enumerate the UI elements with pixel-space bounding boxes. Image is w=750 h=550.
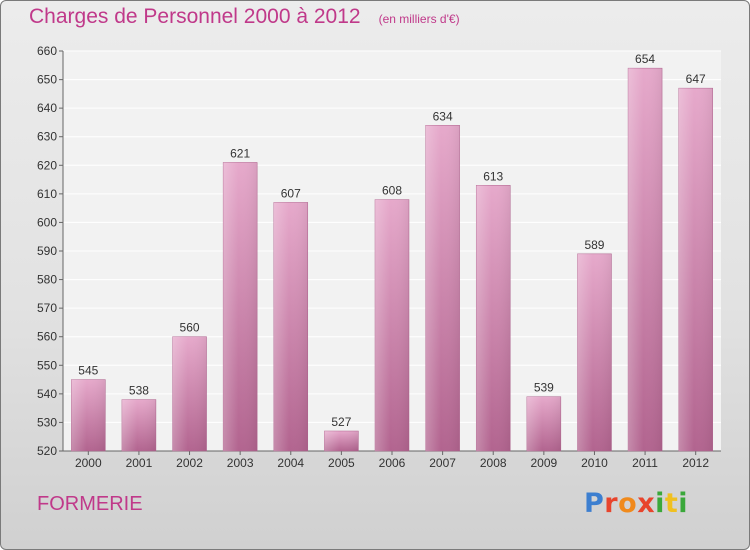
bar-shine bbox=[678, 88, 713, 452]
y-tick-label: 610 bbox=[37, 187, 57, 201]
value-label-2008: 613 bbox=[483, 169, 503, 183]
value-label-2006: 608 bbox=[382, 184, 402, 198]
bar-shine bbox=[273, 202, 308, 451]
x-tick-label-2006: 2006 bbox=[379, 456, 406, 470]
bar-shine bbox=[526, 396, 561, 451]
x-tick-label-2005: 2005 bbox=[328, 456, 355, 470]
logo-letter: x bbox=[637, 488, 656, 519]
bar-shine bbox=[324, 431, 359, 451]
y-tick-label: 650 bbox=[37, 73, 57, 87]
x-tick-label-2008: 2008 bbox=[480, 456, 507, 470]
logo-letter: o bbox=[618, 488, 638, 519]
title-line: Charges de Personnel 2000 à 2012 (en mil… bbox=[29, 5, 460, 29]
bar-shine bbox=[425, 125, 460, 452]
bar-shine bbox=[172, 336, 207, 451]
logo-letter: r bbox=[604, 488, 619, 519]
logo-letter: t bbox=[664, 488, 679, 519]
value-label-2010: 589 bbox=[584, 238, 604, 252]
bar-shine bbox=[223, 162, 258, 451]
x-tick-label-2010: 2010 bbox=[581, 456, 608, 470]
y-tick-label: 640 bbox=[37, 101, 57, 115]
y-tick-label: 660 bbox=[37, 44, 57, 58]
y-tick-label: 560 bbox=[37, 330, 57, 344]
x-tick-label-2007: 2007 bbox=[429, 456, 456, 470]
y-tick-label: 620 bbox=[37, 158, 57, 172]
chart-title: Charges de Personnel 2000 à 2012 bbox=[29, 5, 361, 28]
y-tick-label: 570 bbox=[37, 301, 57, 315]
x-tick-label-2003: 2003 bbox=[227, 456, 254, 470]
value-label-2011: 654 bbox=[635, 52, 655, 66]
x-tick-label-2001: 2001 bbox=[126, 456, 153, 470]
value-label-2003: 621 bbox=[230, 146, 250, 160]
bar-shine bbox=[628, 68, 663, 452]
value-label-2001: 538 bbox=[129, 384, 149, 398]
y-tick-label: 550 bbox=[37, 358, 57, 372]
x-tick-label-2000: 2000 bbox=[75, 456, 102, 470]
x-tick-label-2012: 2012 bbox=[682, 456, 709, 470]
x-tick-label-2011: 2011 bbox=[632, 456, 658, 470]
value-label-2005: 527 bbox=[331, 415, 351, 429]
chart-unit: (en milliers d'€) bbox=[378, 12, 460, 26]
bar-shine bbox=[476, 185, 511, 452]
x-tick-label-2004: 2004 bbox=[277, 456, 304, 470]
y-tick-label: 590 bbox=[37, 244, 57, 258]
bar-shine bbox=[121, 399, 156, 451]
proxiti-logo: Proxiti bbox=[584, 488, 688, 519]
y-tick-label: 530 bbox=[37, 415, 57, 429]
value-label-2007: 634 bbox=[433, 109, 453, 123]
value-label-2012: 647 bbox=[686, 72, 706, 86]
y-tick-label: 520 bbox=[37, 444, 57, 458]
bar-shine bbox=[577, 253, 612, 451]
value-label-2000: 545 bbox=[78, 364, 98, 378]
x-tick-label-2009: 2009 bbox=[530, 456, 557, 470]
logo-letter: i bbox=[655, 488, 665, 519]
y-tick-label: 600 bbox=[37, 215, 57, 229]
bar-shine bbox=[375, 199, 409, 451]
y-tick-label: 580 bbox=[37, 273, 57, 287]
y-tick-label: 540 bbox=[37, 387, 57, 401]
logo-letter: P bbox=[584, 488, 605, 519]
x-tick-label-2002: 2002 bbox=[176, 456, 203, 470]
y-tick-label: 630 bbox=[37, 130, 57, 144]
value-label-2004: 607 bbox=[281, 186, 301, 200]
bar-shine bbox=[71, 379, 106, 451]
value-label-2009: 539 bbox=[534, 381, 554, 395]
place-name: FORMERIE bbox=[37, 493, 143, 515]
logo-letter: i bbox=[678, 488, 689, 519]
value-label-2002: 560 bbox=[180, 321, 200, 335]
